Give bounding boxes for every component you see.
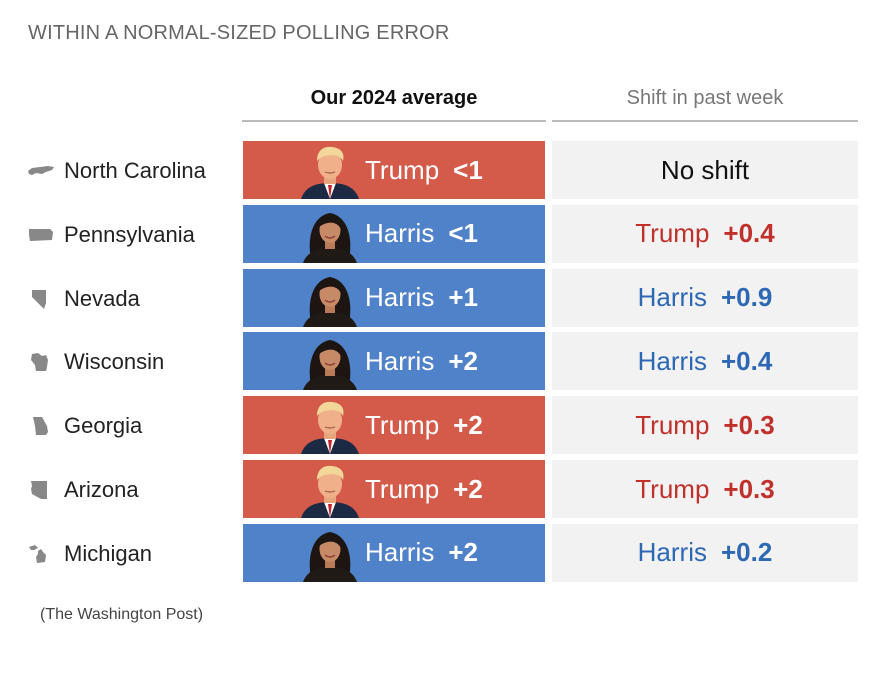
- shift-cell: Harris +0.4: [552, 332, 858, 391]
- shift-value: +0.3: [723, 409, 775, 440]
- arizona-icon: [26, 478, 56, 502]
- harris-portrait: [295, 524, 365, 582]
- shift-cell: Harris +0.9: [552, 268, 858, 327]
- column-header-shift: Shift in past week: [552, 76, 858, 122]
- table-row: North Carolina Trump <1 No shift: [0, 141, 879, 201]
- average-bar: Harris +2: [243, 332, 545, 391]
- average-bar: Trump <1: [243, 141, 545, 199]
- average-leader: Trump: [365, 409, 440, 440]
- average-margin: <1: [448, 218, 478, 249]
- north-carolina-icon: [26, 159, 56, 183]
- table-row: Nevada Harris +1 Harris +0.9: [0, 268, 879, 329]
- nevada-icon: [26, 287, 56, 311]
- table-row: Wisconsin Harris +2 Harris +0.4: [0, 332, 879, 392]
- harris-portrait: [295, 332, 365, 391]
- state-label: Wisconsin: [26, 332, 164, 392]
- shift-cell: Trump +0.3: [552, 396, 858, 455]
- average-margin: +2: [453, 473, 483, 504]
- shift-cell: No shift: [552, 141, 858, 199]
- table-row: Georgia Trump +2 Trump +0.3: [0, 396, 879, 456]
- average-margin: +1: [448, 282, 478, 313]
- table-row: Michigan Harris +2 Harris +0.2: [0, 523, 879, 584]
- shift-value: +0.2: [721, 537, 773, 568]
- state-label: Nevada: [26, 269, 140, 329]
- harris-portrait: [295, 269, 365, 327]
- state-label: Georgia: [26, 396, 142, 456]
- state-name: Georgia: [64, 413, 143, 439]
- trump-portrait: [295, 396, 365, 455]
- state-name: Nevada: [64, 285, 140, 311]
- shift-leader: Harris: [637, 282, 707, 313]
- pennsylvania-icon: [26, 223, 56, 247]
- average-bar: Trump +2: [243, 460, 545, 518]
- average-margin: +2: [453, 409, 483, 440]
- average-bar: Harris <1: [243, 204, 545, 263]
- state-name: Arizona: [64, 477, 139, 502]
- state-name: Pennsylvania: [64, 221, 195, 247]
- average-margin: +2: [448, 537, 478, 568]
- shift-value: +0.4: [723, 218, 775, 249]
- shift-leader: Harris: [637, 345, 707, 376]
- shift-text: No shift: [660, 154, 750, 185]
- state-label: Michigan: [26, 524, 152, 584]
- chart-heading: WITHIN A NORMAL-SIZED POLLING ERROR: [28, 22, 450, 44]
- table-row: Arizona Trump +2 Trump +0.3: [0, 460, 879, 520]
- shift-cell: Trump +0.4: [552, 204, 858, 263]
- harris-portrait: [295, 205, 365, 263]
- shift-leader: Harris: [637, 537, 707, 568]
- table-row: Pennsylvania Harris <1 Trump +0.4: [0, 204, 879, 265]
- average-leader: Harris: [365, 537, 435, 568]
- michigan-icon: [26, 542, 56, 566]
- shift-cell: Harris +0.2: [552, 523, 858, 582]
- state-label: North Carolina: [26, 141, 206, 201]
- shift-value: +0.3: [723, 473, 775, 504]
- state-name: Wisconsin: [64, 349, 165, 375]
- state-name: Michigan: [64, 540, 153, 566]
- average-leader: Harris: [365, 218, 435, 249]
- state-label: Arizona: [26, 460, 139, 520]
- source-credit: (The Washington Post): [40, 606, 204, 623]
- average-margin: +2: [448, 345, 478, 376]
- average-leader: Harris: [365, 345, 435, 376]
- shift-leader: Trump: [635, 473, 710, 504]
- average-bar: Harris +2: [243, 523, 545, 582]
- shift-value: +0.9: [721, 282, 773, 313]
- state-name: North Carolina: [64, 158, 206, 183]
- average-bar: Harris +1: [243, 268, 545, 327]
- average-leader: Trump: [365, 473, 440, 504]
- state-label: Pennsylvania: [26, 205, 195, 265]
- average-leader: Trump: [365, 154, 440, 185]
- shift-value: +0.4: [721, 345, 773, 376]
- column-header-average: Our 2024 average: [242, 76, 546, 122]
- average-leader: Harris: [365, 282, 435, 313]
- trump-portrait: [295, 460, 365, 518]
- georgia-icon: [26, 414, 56, 438]
- trump-portrait: [295, 141, 365, 199]
- wisconsin-icon: [26, 350, 56, 374]
- shift-leader: Trump: [635, 409, 710, 440]
- shift-leader: Trump: [635, 218, 710, 249]
- average-margin: <1: [453, 154, 483, 185]
- shift-cell: Trump +0.3: [552, 460, 858, 518]
- average-bar: Trump +2: [243, 396, 545, 455]
